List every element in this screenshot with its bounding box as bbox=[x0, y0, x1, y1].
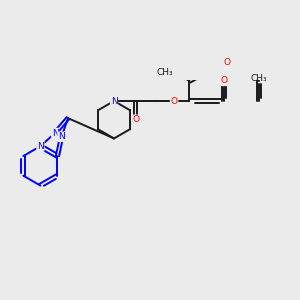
Text: CH₃: CH₃ bbox=[251, 74, 267, 83]
Text: CH₃: CH₃ bbox=[157, 68, 173, 77]
Text: O: O bbox=[223, 58, 230, 67]
Text: N: N bbox=[37, 142, 44, 151]
Text: N: N bbox=[52, 128, 58, 137]
Text: O: O bbox=[171, 97, 178, 106]
Text: O: O bbox=[132, 115, 139, 124]
Text: O: O bbox=[221, 76, 228, 85]
Text: N: N bbox=[58, 132, 65, 141]
Text: N: N bbox=[111, 97, 117, 106]
